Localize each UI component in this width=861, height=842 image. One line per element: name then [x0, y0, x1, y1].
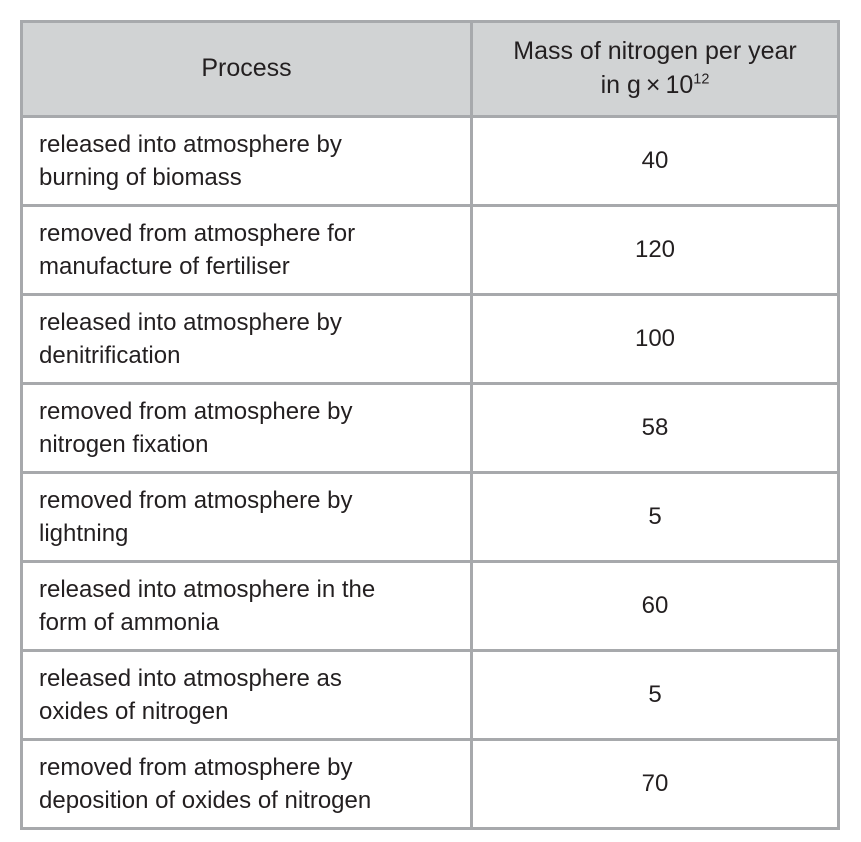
- process-cell: released into atmosphere as oxides of ni…: [20, 649, 473, 741]
- mass-cell: 40: [470, 115, 840, 207]
- table-row: removed from atmosphere by deposition of…: [20, 738, 840, 830]
- column-header-mass: Mass of nitrogen per year in g × 1012: [470, 20, 840, 118]
- process-cell: released into atmosphere by burning of b…: [20, 115, 473, 207]
- mass-cell: 5: [470, 471, 840, 563]
- mass-cell: 100: [470, 293, 840, 385]
- mass-header-line2: in g × 1012: [481, 69, 829, 103]
- mass-header-exponent: 12: [693, 71, 710, 88]
- process-cell: released into atmosphere by denitrificat…: [20, 293, 473, 385]
- table-row: released into atmosphere by burning of b…: [20, 115, 840, 207]
- header-row: Process Mass of nitrogen per year in g ×…: [20, 20, 840, 118]
- process-cell: removed from atmosphere by deposition of…: [20, 738, 473, 830]
- table-row: removed from atmosphere for manufacture …: [20, 204, 840, 296]
- nitrogen-mass-table: Process Mass of nitrogen per year in g ×…: [20, 20, 840, 830]
- table-row: released into atmosphere in the form of …: [20, 560, 840, 652]
- mass-cell: 60: [470, 560, 840, 652]
- process-header-label: Process: [201, 54, 292, 83]
- process-cell: released into atmosphere in the form of …: [20, 560, 473, 652]
- mass-header-line1: Mass of nitrogen per year: [513, 37, 797, 66]
- table-row: released into atmosphere by denitrificat…: [20, 293, 840, 385]
- process-cell: removed from atmosphere by nitrogen fixa…: [20, 382, 473, 474]
- table-body: released into atmosphere by burning of b…: [20, 115, 840, 830]
- process-cell: removed from atmosphere by lightning: [20, 471, 473, 563]
- mass-header-unit: in g × 10: [600, 71, 694, 99]
- table-row: removed from atmosphere by nitrogen fixa…: [20, 382, 840, 474]
- mass-cell: 58: [470, 382, 840, 474]
- table-header: Process Mass of nitrogen per year in g ×…: [20, 20, 840, 118]
- mass-cell: 70: [470, 738, 840, 830]
- table-row: removed from atmosphere by lightning 5: [20, 471, 840, 563]
- column-header-process: Process: [20, 20, 473, 118]
- nitrogen-table-container: Process Mass of nitrogen per year in g ×…: [20, 20, 840, 830]
- process-cell: removed from atmosphere for manufacture …: [20, 204, 473, 296]
- mass-cell: 5: [470, 649, 840, 741]
- table-row: released into atmosphere as oxides of ni…: [20, 649, 840, 741]
- mass-cell: 120: [470, 204, 840, 296]
